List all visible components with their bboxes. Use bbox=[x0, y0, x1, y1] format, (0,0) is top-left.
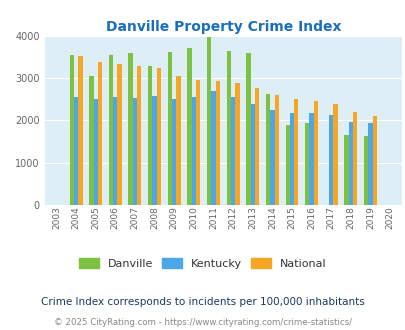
Bar bbox=[348, 122, 352, 205]
Bar bbox=[211, 91, 215, 205]
Bar bbox=[78, 56, 82, 205]
Bar bbox=[176, 76, 180, 205]
Bar bbox=[246, 53, 250, 205]
Bar bbox=[113, 97, 117, 205]
Bar bbox=[117, 64, 121, 205]
Bar bbox=[333, 105, 337, 205]
Bar bbox=[128, 53, 132, 205]
Bar bbox=[148, 66, 152, 205]
Legend: Danville, Kentucky, National: Danville, Kentucky, National bbox=[75, 254, 330, 273]
Bar bbox=[167, 52, 172, 205]
Bar bbox=[93, 99, 98, 205]
Bar bbox=[328, 115, 333, 205]
Text: Crime Index corresponds to incidents per 100,000 inhabitants: Crime Index corresponds to incidents per… bbox=[41, 297, 364, 307]
Bar bbox=[196, 80, 200, 205]
Bar bbox=[234, 83, 239, 205]
Bar bbox=[352, 112, 356, 205]
Bar bbox=[215, 81, 220, 205]
Bar bbox=[305, 122, 309, 205]
Bar bbox=[226, 51, 230, 205]
Bar bbox=[109, 55, 113, 205]
Bar bbox=[294, 99, 298, 205]
Bar bbox=[132, 98, 137, 205]
Bar bbox=[254, 88, 258, 205]
Bar bbox=[265, 94, 270, 205]
Bar bbox=[313, 101, 318, 205]
Bar bbox=[172, 99, 176, 205]
Bar bbox=[372, 116, 376, 205]
Bar bbox=[285, 125, 289, 205]
Bar bbox=[187, 48, 191, 205]
Bar bbox=[152, 96, 156, 205]
Bar bbox=[74, 97, 78, 205]
Bar bbox=[343, 135, 348, 205]
Bar bbox=[207, 37, 211, 205]
Bar bbox=[191, 97, 196, 205]
Bar bbox=[137, 66, 141, 205]
Title: Danville Property Crime Index: Danville Property Crime Index bbox=[105, 20, 340, 34]
Bar bbox=[98, 61, 102, 205]
Bar bbox=[367, 123, 372, 205]
Bar bbox=[89, 76, 93, 205]
Text: © 2025 CityRating.com - https://www.cityrating.com/crime-statistics/: © 2025 CityRating.com - https://www.city… bbox=[54, 318, 351, 327]
Bar bbox=[274, 95, 278, 205]
Bar bbox=[250, 105, 254, 205]
Bar bbox=[309, 113, 313, 205]
Bar bbox=[69, 55, 74, 205]
Bar bbox=[289, 113, 294, 205]
Bar bbox=[270, 110, 274, 205]
Bar bbox=[363, 136, 367, 205]
Bar bbox=[230, 97, 234, 205]
Bar bbox=[156, 68, 161, 205]
